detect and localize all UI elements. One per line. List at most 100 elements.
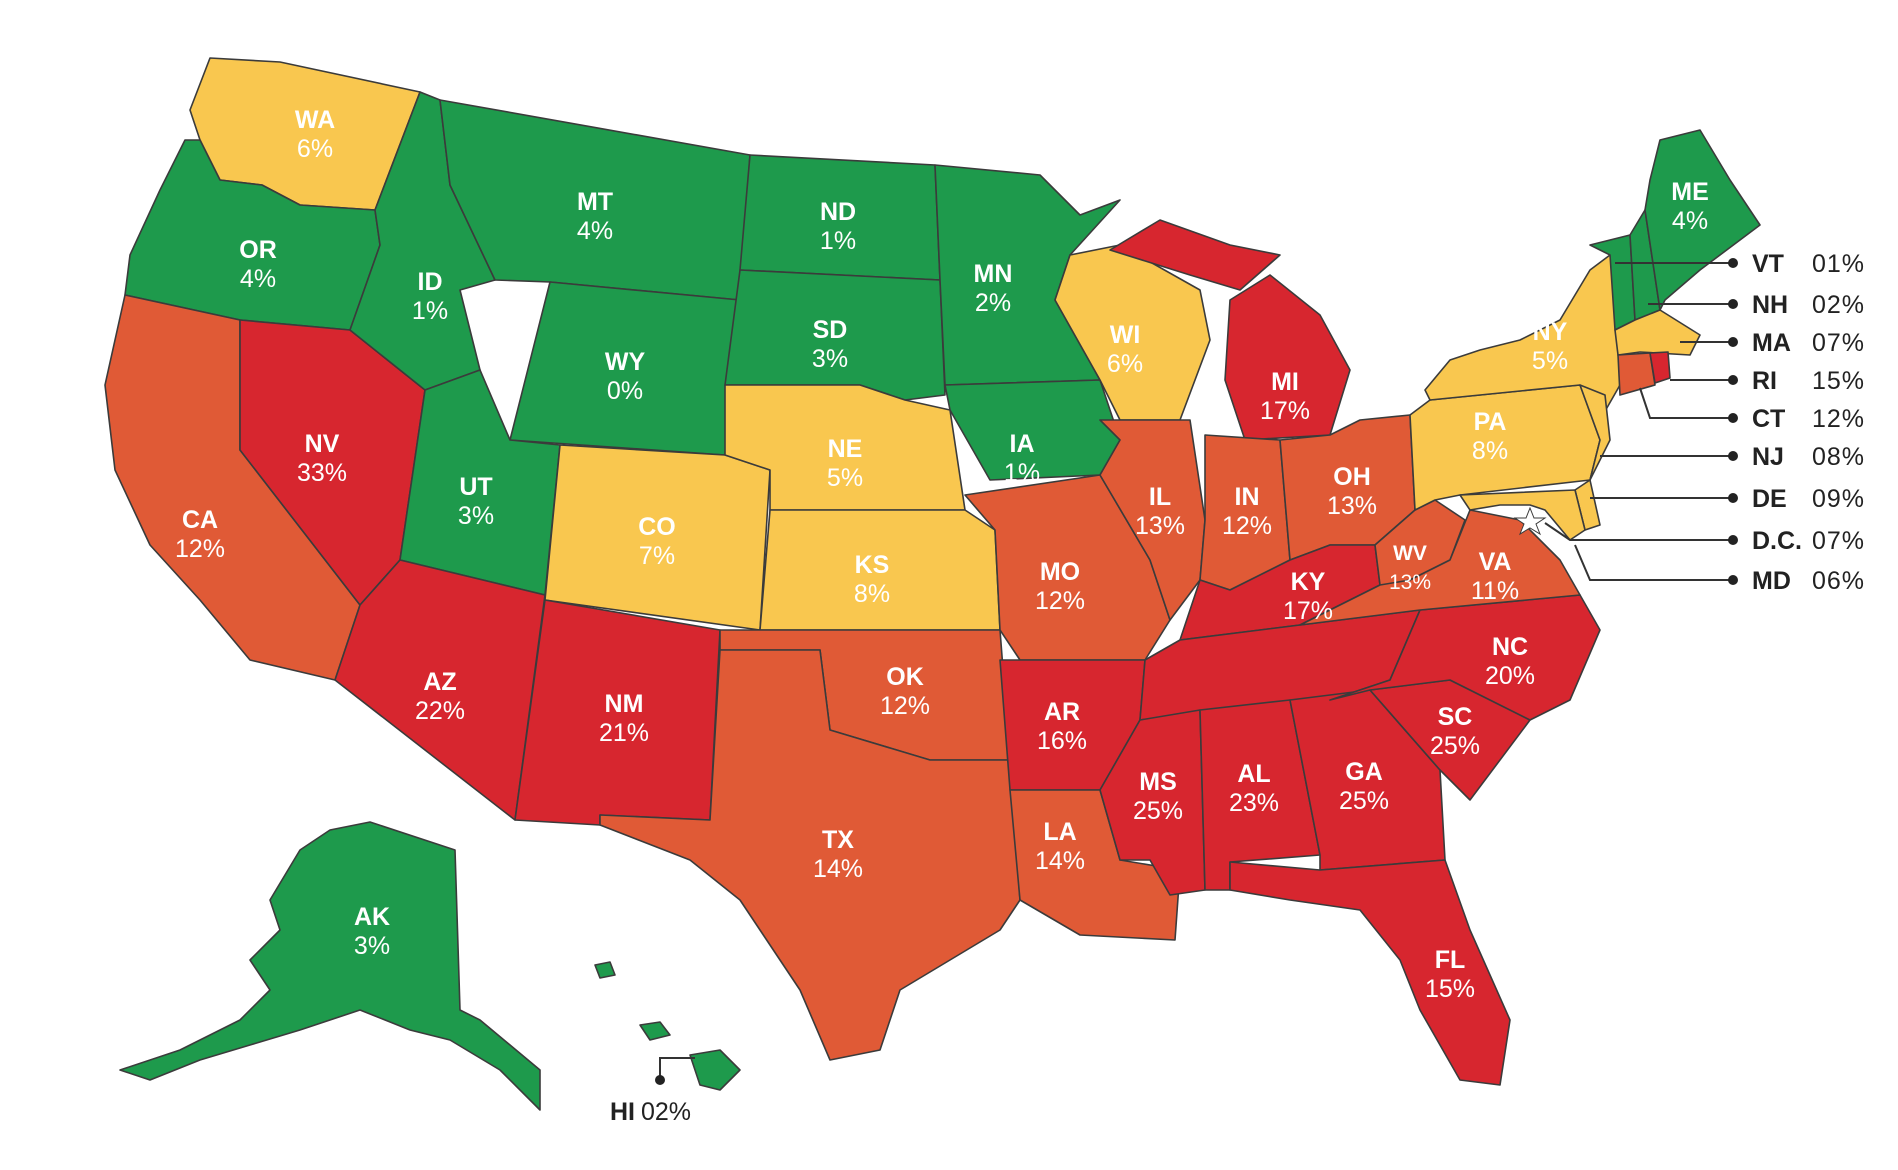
state-label-la: LA 14% bbox=[1035, 818, 1085, 875]
state-value-ne: 5% bbox=[827, 464, 863, 492]
state-value-wi: 6% bbox=[1107, 350, 1143, 378]
state-label-ut: UT 3% bbox=[458, 473, 494, 530]
state-label-pa: PA 8% bbox=[1472, 408, 1508, 465]
state-label-ia: IA 1% bbox=[1004, 430, 1040, 487]
state-value-in: 12% bbox=[1222, 512, 1272, 540]
legend-dot-md bbox=[1728, 575, 1738, 585]
legend-abbr-ct: CT bbox=[1752, 405, 1785, 433]
state-abbr-tx: TX bbox=[822, 826, 854, 854]
state-abbr-mt: MT bbox=[577, 188, 613, 216]
state-value-wa: 6% bbox=[297, 135, 333, 163]
legend-dot-ct bbox=[1728, 413, 1738, 423]
state-label-sc: SC 25% bbox=[1430, 703, 1480, 760]
state-label-mo: MO 12% bbox=[1035, 558, 1085, 615]
state-shape-ak[interactable] bbox=[119, 821, 541, 1111]
state-shape-va[interactable] bbox=[1299, 509, 1581, 626]
state-shape-mi[interactable] bbox=[1224, 274, 1351, 441]
state-shape-hi-small-2[interactable] bbox=[594, 961, 616, 979]
state-shape-co[interactable] bbox=[544, 444, 771, 631]
state-value-nv: 33% bbox=[297, 459, 347, 487]
state-value-mn: 2% bbox=[975, 289, 1011, 317]
leader-line-hi bbox=[659, 1057, 695, 1080]
state-abbr-ut: UT bbox=[459, 473, 492, 501]
state-abbr-az: AZ bbox=[423, 668, 456, 696]
state-abbr-ks: KS bbox=[855, 551, 890, 579]
legend-abbr-nh: NH bbox=[1752, 291, 1788, 319]
state-abbr-va: VA bbox=[1479, 548, 1512, 576]
state-value-nm: 21% bbox=[599, 719, 649, 747]
state-label-id: ID 1% bbox=[412, 268, 448, 325]
state-label-ar: AR 16% bbox=[1037, 698, 1087, 755]
state-label-az: AZ 22% bbox=[415, 668, 465, 725]
state-abbr-mo: MO bbox=[1040, 558, 1080, 586]
hi-label: HI 02% bbox=[610, 1098, 691, 1126]
legend-value-ri: 15% bbox=[1812, 367, 1865, 395]
state-shape-ct[interactable] bbox=[1617, 352, 1656, 396]
state-value-ut: 3% bbox=[458, 502, 494, 530]
state-abbr-la: LA bbox=[1043, 818, 1076, 846]
dc-star-icon bbox=[1513, 506, 1547, 536]
state-abbr-wi: WI bbox=[1110, 321, 1141, 349]
state-value-ms: 25% bbox=[1133, 797, 1183, 825]
legend-dot-vt bbox=[1728, 258, 1738, 268]
state-label-co: CO 7% bbox=[638, 513, 676, 570]
state-shape-nc[interactable] bbox=[1329, 594, 1601, 721]
state-abbr-oh: OH bbox=[1333, 463, 1371, 491]
state-abbr-ak: AK bbox=[354, 903, 390, 931]
legend-dot-nj bbox=[1728, 451, 1738, 461]
state-value-ny: 5% bbox=[1532, 347, 1568, 375]
leader-line-dc bbox=[1544, 522, 1730, 541]
state-label-in: IN 12% bbox=[1222, 483, 1272, 540]
state-value-or: 4% bbox=[240, 265, 276, 293]
state-value-ar: 16% bbox=[1037, 727, 1087, 755]
legend-dot-ri bbox=[1728, 375, 1738, 385]
state-shape-md[interactable] bbox=[1459, 489, 1586, 541]
state-shape-nj[interactable] bbox=[1579, 384, 1611, 481]
state-value-wv: 13% bbox=[1389, 571, 1431, 594]
state-value-la: 14% bbox=[1035, 847, 1085, 875]
state-value-mo: 12% bbox=[1035, 587, 1085, 615]
state-shape-hi-small-1[interactable] bbox=[639, 1021, 671, 1041]
legend-abbr-md: MD bbox=[1752, 567, 1791, 595]
state-value-mt: 4% bbox=[577, 217, 613, 245]
state-shape-il[interactable] bbox=[1099, 419, 1206, 621]
state-label-ca: CA 12% bbox=[175, 506, 225, 563]
legend-dot-nh bbox=[1728, 299, 1738, 309]
legend-value-nh: 02% bbox=[1812, 291, 1865, 319]
state-shape-tx[interactable] bbox=[599, 649, 1021, 1061]
state-abbr-me: ME bbox=[1671, 178, 1709, 206]
state-label-wi: WI 6% bbox=[1107, 321, 1143, 378]
state-value-il: 13% bbox=[1135, 512, 1185, 540]
legend-abbr-ri: RI bbox=[1752, 367, 1777, 395]
state-value-fl: 15% bbox=[1425, 975, 1475, 1003]
state-abbr-ia: IA bbox=[1010, 430, 1035, 458]
legend-value-md: 06% bbox=[1812, 567, 1865, 595]
state-shape-fl[interactable] bbox=[1229, 859, 1511, 1086]
state-label-ky: KY 17% bbox=[1283, 568, 1333, 625]
state-label-mi: MI 17% bbox=[1260, 368, 1310, 425]
state-shape-hi[interactable] bbox=[689, 1049, 741, 1091]
state-label-ga: GA 25% bbox=[1339, 758, 1389, 815]
state-value-sd: 3% bbox=[812, 345, 848, 373]
state-value-co: 7% bbox=[639, 542, 675, 570]
state-label-ak: AK 3% bbox=[354, 903, 390, 960]
state-value-tx: 14% bbox=[813, 855, 863, 883]
state-label-fl: FL 15% bbox=[1425, 946, 1475, 1003]
state-abbr-in: IN bbox=[1235, 483, 1260, 511]
state-abbr-mi: MI bbox=[1271, 368, 1299, 396]
state-label-nd: ND 1% bbox=[820, 198, 856, 255]
state-shape-ri[interactable] bbox=[1649, 351, 1671, 384]
state-label-ms: MS 25% bbox=[1133, 768, 1183, 825]
state-label-oh: OH 13% bbox=[1327, 463, 1377, 520]
state-abbr-wa: WA bbox=[295, 106, 335, 134]
state-label-ok: OK 12% bbox=[880, 663, 930, 720]
legend-value-dc: 07% bbox=[1812, 527, 1865, 555]
legend-value-nj: 08% bbox=[1812, 443, 1865, 471]
state-abbr-ky: KY bbox=[1291, 568, 1326, 596]
state-value-nc: 20% bbox=[1485, 662, 1535, 690]
state-value-me: 4% bbox=[1672, 207, 1708, 235]
state-label-tx: TX 14% bbox=[813, 826, 863, 883]
state-value-ks: 8% bbox=[854, 580, 890, 608]
state-shape-mi-upper[interactable] bbox=[1109, 219, 1281, 291]
state-abbr-wy: WY bbox=[605, 348, 646, 376]
